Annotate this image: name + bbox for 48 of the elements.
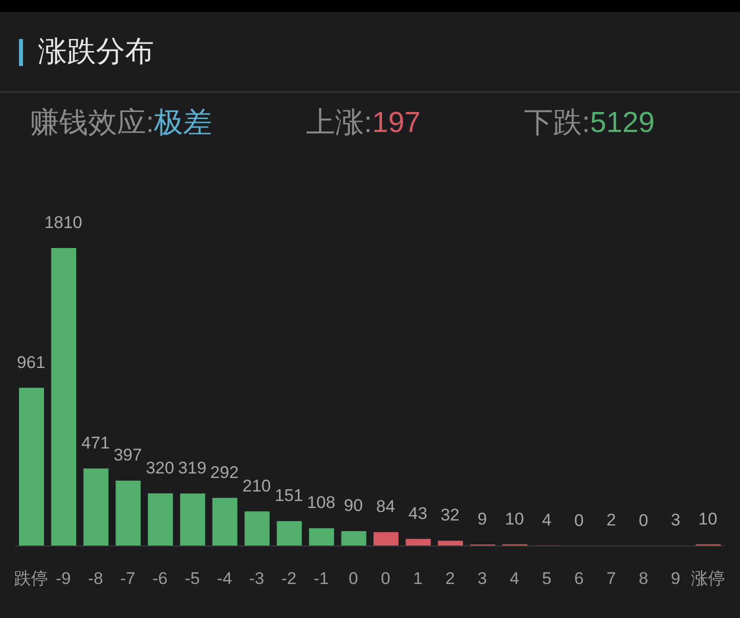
data-label: 397 (114, 446, 142, 465)
x-tick-label: -7 (120, 569, 136, 588)
x-tick-label: -1 (314, 569, 329, 588)
x-tick-label: -5 (184, 569, 200, 588)
x-tick-label: -4 (216, 569, 232, 588)
data-label: 43 (408, 504, 428, 523)
data-label: 10 (698, 509, 718, 528)
x-tick-label: 0 (348, 569, 358, 588)
data-label: 4 (542, 510, 552, 530)
data-label: 292 (210, 462, 239, 482)
data-label: 471 (81, 433, 110, 452)
data-label: 9 (478, 510, 488, 529)
chart-title: 涨跌分布 (38, 35, 154, 70)
data-label: 319 (178, 458, 206, 478)
text: 赚钱效应:极差 (30, 107, 212, 139)
text: 下跌:5129 (524, 107, 655, 139)
data-label: 151 (274, 486, 304, 506)
x-tick-label: 4 (510, 569, 520, 588)
data-label: 320 (146, 458, 174, 478)
x-tick-label: 7 (606, 569, 616, 588)
data-label: 90 (344, 496, 363, 516)
x-tick-label: 2 (445, 569, 455, 588)
data-label: 108 (306, 493, 336, 512)
data-label: 10 (505, 509, 524, 528)
x-tick-label: -8 (88, 569, 104, 588)
x-tick-label: -9 (56, 569, 71, 588)
x-tick-label: 1 (413, 569, 423, 588)
data-label: 2 (606, 510, 616, 530)
x-tick-label: 6 (574, 569, 584, 588)
x-tick-label: 9 (670, 569, 680, 588)
x-tick-label: -3 (249, 569, 264, 588)
data-label: 961 (16, 352, 46, 372)
x-tick-label: 0 (380, 569, 390, 588)
data-label: 210 (242, 476, 271, 496)
text: 上涨:197 (306, 107, 420, 139)
x-tick-label: 涨停 (690, 569, 725, 588)
data-label: 0 (638, 511, 648, 530)
x-tick-label: 3 (478, 569, 488, 588)
data-label: 0 (574, 511, 584, 530)
x-tick-label: 8 (638, 569, 648, 588)
x-tick-label: -6 (152, 569, 168, 588)
data-label: 84 (376, 497, 396, 516)
x-tick-label: 跌停 (14, 569, 48, 588)
data-label: 32 (440, 506, 460, 525)
data-label: 1810 (44, 213, 82, 232)
x-tick-label: -2 (281, 569, 296, 588)
x-tick-label: 5 (542, 569, 552, 588)
data-label: 3 (670, 510, 680, 530)
